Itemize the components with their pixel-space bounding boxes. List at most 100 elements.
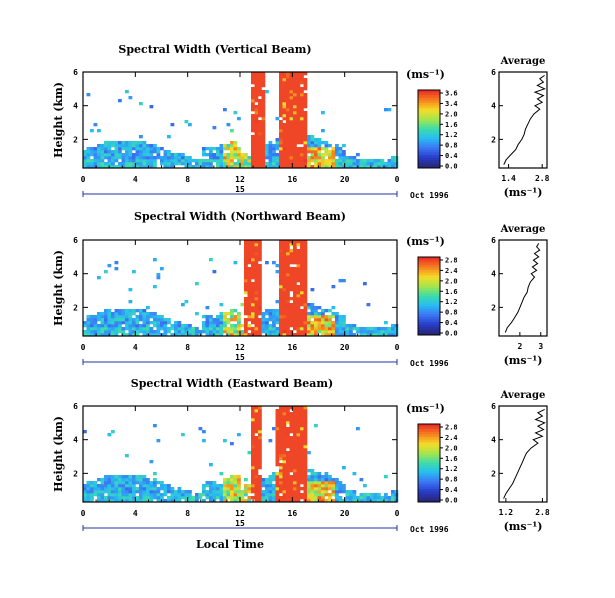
heatmap-cell (317, 499, 322, 503)
colorbar-tick-label: 0.0 (445, 163, 458, 171)
heatmap-cell (296, 153, 301, 157)
heatmap-cell (356, 327, 360, 331)
heatmap-cell (244, 490, 248, 494)
heatmap-cell (286, 315, 290, 319)
heatmap-cell (254, 409, 259, 413)
heatmap-cell (209, 484, 213, 488)
heatmap-cell (279, 300, 283, 304)
heatmap-cell (254, 469, 259, 473)
heatmap-cell (118, 141, 122, 145)
heatmap-cell (233, 162, 238, 166)
heatmap-cell (279, 294, 283, 298)
heatmap-cell (293, 249, 297, 253)
heatmap-cell (258, 309, 262, 313)
heatmap-cell (132, 318, 136, 322)
heatmap-cell (230, 165, 234, 169)
heatmap-cell (258, 415, 262, 419)
heatmap-cell (118, 318, 122, 322)
heatmap-cell (282, 156, 287, 160)
heatmap-cell (258, 138, 262, 142)
heatmap-cell (107, 144, 112, 148)
heatmap-cell (303, 412, 308, 416)
heatmap-cell (293, 267, 297, 271)
heatmap-cell (321, 490, 325, 494)
heatmap-cell (205, 159, 210, 163)
heatmap-cell (191, 165, 196, 169)
heatmap-cell (314, 318, 318, 322)
heatmap-cell (296, 424, 301, 428)
heatmap-cell (296, 487, 301, 491)
heatmap-cell (303, 258, 308, 262)
heatmap-cell (251, 96, 255, 100)
heatmap-cell (331, 306, 336, 310)
heatmap-cell (279, 78, 283, 82)
heatmap-cell (268, 439, 273, 443)
heatmap-cell (275, 472, 280, 476)
heatmap-cell (366, 159, 371, 163)
heatmap-cell (125, 484, 129, 488)
heatmap-cell (307, 162, 311, 166)
heatmap-cell (286, 493, 290, 497)
heatmap-cell (293, 430, 297, 434)
heatmap-cell (237, 156, 241, 160)
heatmap-cell (93, 150, 98, 154)
heatmap-cell (251, 105, 255, 109)
heatmap-cell (303, 135, 308, 139)
heatmap-cell (146, 499, 150, 503)
heatmap-cell (212, 481, 217, 485)
heatmap-cell (296, 315, 301, 319)
heatmap-cell (265, 309, 269, 313)
heatmap-cell (174, 162, 178, 166)
heatmap-cell (261, 156, 266, 160)
heatmap-cell (300, 90, 304, 94)
heatmap-cell (335, 312, 339, 316)
heatmap-cell (258, 279, 262, 283)
heatmap-cell (293, 165, 297, 169)
heatmap-cell (258, 496, 262, 500)
heatmap-cell (181, 303, 185, 307)
heatmap-cell (296, 294, 301, 298)
heatmap-cell (289, 105, 294, 109)
heatmap-cell (282, 484, 287, 488)
heatmap-cell (366, 499, 371, 503)
heatmap-cell (303, 469, 308, 473)
heatmap-cell (163, 153, 168, 157)
heatmap-cell (247, 156, 252, 160)
heatmap-cell (279, 327, 283, 331)
heatmap-cell (83, 162, 87, 166)
heatmap-cell (209, 321, 213, 325)
heatmap-cell (233, 309, 238, 313)
heatmap-cell (216, 165, 220, 169)
heatmap-cell (300, 156, 304, 160)
profile-y-tick-label: 2 (491, 303, 496, 312)
heatmap-cell (310, 469, 315, 473)
heatmap-cell (363, 165, 367, 169)
heatmap-cell (345, 499, 350, 503)
heatmap-cell (310, 306, 315, 310)
heatmap-cell (279, 267, 283, 271)
heatmap-cell (216, 150, 220, 154)
heatmap-cell (286, 445, 290, 449)
heatmap-cell (279, 448, 283, 452)
heatmap-cell (219, 150, 224, 154)
heatmap-cell (345, 156, 350, 160)
heatmap-cell (121, 165, 126, 169)
heatmap-cell (303, 105, 308, 109)
heatmap-cell (352, 165, 357, 169)
heatmap-cell (226, 153, 231, 157)
colorbar-segment (418, 301, 440, 305)
heatmap-cell (289, 261, 294, 265)
heatmap-cell (240, 490, 245, 494)
heatmap-cell (254, 333, 259, 337)
heatmap-cell (310, 144, 315, 148)
heatmap-cell (135, 150, 140, 154)
heatmap-cell (233, 144, 238, 148)
heatmap-cell (254, 255, 259, 259)
heatmap-cell (373, 162, 378, 166)
heatmap-cell (296, 99, 301, 103)
heatmap-cell (296, 330, 301, 334)
heatmap-cell (272, 162, 276, 166)
heatmap-cell (163, 159, 168, 163)
y-tick-label: 2 (73, 469, 78, 478)
heatmap-cell (93, 318, 98, 322)
